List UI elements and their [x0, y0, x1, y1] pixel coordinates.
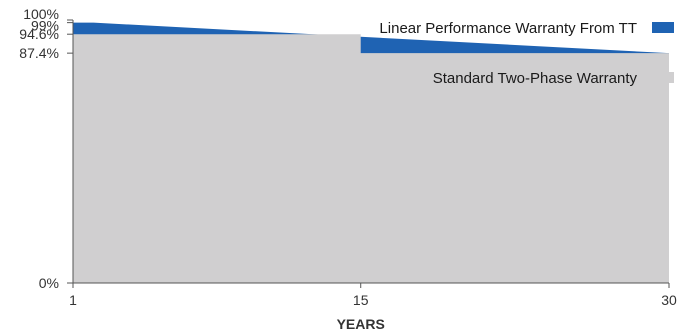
x-tick-label: 30 — [661, 292, 677, 308]
x-tick-label: 15 — [353, 292, 369, 308]
y-tick-label: 100% — [23, 6, 59, 22]
legend-swatch — [652, 22, 674, 33]
y-axis-ticks: 0% 87.4% 94.6%99%100% — [19, 6, 73, 291]
legend-label: Linear Performance Warranty From TT — [379, 20, 637, 37]
legend-swatch — [652, 72, 674, 83]
legend-label: Standard Two-Phase Warranty — [433, 70, 638, 87]
y-tick-label: 0% — [39, 275, 59, 291]
legend: Linear Performance Warranty From TT Stand… — [379, 20, 674, 87]
y-tick-label: 99% — [31, 18, 59, 34]
x-tick-label: 1 — [69, 292, 77, 308]
series-two-phase-warranty-area — [73, 34, 669, 284]
plot-areas — [73, 22, 669, 284]
y-tick-label: 94.6% — [19, 26, 59, 42]
x-axis-ticks: 1 15 30 — [69, 283, 677, 308]
y-tick-label: 87.4% — [19, 45, 59, 61]
x-axis-title: YEARS — [337, 316, 385, 332]
axes — [72, 20, 669, 284]
